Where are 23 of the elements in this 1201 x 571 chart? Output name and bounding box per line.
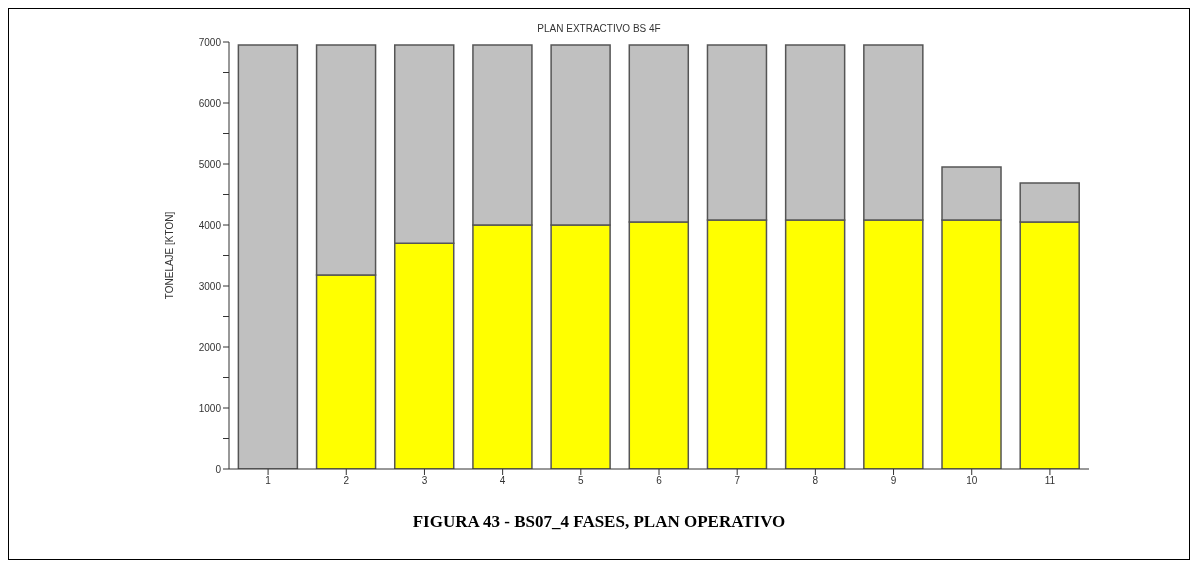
x-tick-label: 8 (812, 475, 819, 487)
y-tick-label: 3000 (198, 280, 222, 292)
x-tick-label: 5 (578, 475, 585, 487)
y-tick-label: 7000 (198, 36, 222, 48)
x-tick-label: 2 (343, 475, 350, 487)
text: FIGURA 43 - BS07_4 FASES, PLAN OPERATIVO (411, 512, 787, 532)
x-tick-label: 7 (734, 475, 741, 487)
y-axis-title: TONELAJE [KTON] (163, 211, 175, 300)
chart-title: PLAN EXTRACTIVO BS 4F (536, 23, 662, 34)
y-tick-label: 0 (215, 463, 222, 475)
x-tick-label: 6 (656, 475, 663, 487)
x-tick-label: 3 (421, 475, 428, 487)
bar (237, 44, 299, 469)
x-tick-label: 4 (499, 475, 506, 487)
x-tick-label: 1 (265, 475, 272, 487)
y-tick-label: 1000 (198, 402, 222, 414)
y-tick-label: 5000 (198, 158, 222, 170)
x-tick-label: 10 (966, 475, 978, 487)
x-tick-label: 11 (1044, 475, 1056, 487)
y-tick-label: 4000 (198, 219, 222, 231)
x-tick-label: 9 (890, 475, 897, 487)
y-tick-label: 2000 (198, 341, 222, 353)
y-tick-label: 6000 (198, 97, 222, 109)
